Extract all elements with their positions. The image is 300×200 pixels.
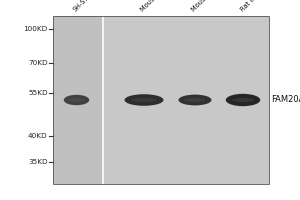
Bar	[52, 16, 268, 184]
Ellipse shape	[232, 98, 254, 102]
Ellipse shape	[131, 98, 157, 102]
Text: 70KD: 70KD	[28, 60, 48, 66]
Ellipse shape	[64, 95, 89, 105]
Text: SH-SY5Y: SH-SY5Y	[72, 0, 96, 13]
Ellipse shape	[226, 94, 260, 106]
Text: 100KD: 100KD	[23, 26, 48, 32]
Ellipse shape	[124, 94, 164, 106]
Ellipse shape	[178, 95, 212, 105]
Text: 40KD: 40KD	[28, 133, 48, 139]
Text: FAM20A: FAM20A	[272, 96, 300, 104]
Text: 35KD: 35KD	[28, 159, 48, 165]
Text: 55KD: 55KD	[28, 90, 48, 96]
Text: Mouse intestine: Mouse intestine	[140, 0, 182, 13]
Ellipse shape	[184, 98, 206, 102]
Ellipse shape	[68, 98, 85, 102]
Text: Rat liver: Rat liver	[239, 0, 263, 13]
Text: Mouse brain: Mouse brain	[190, 0, 223, 13]
Bar	[52, 16, 104, 184]
Bar	[103, 16, 268, 184]
